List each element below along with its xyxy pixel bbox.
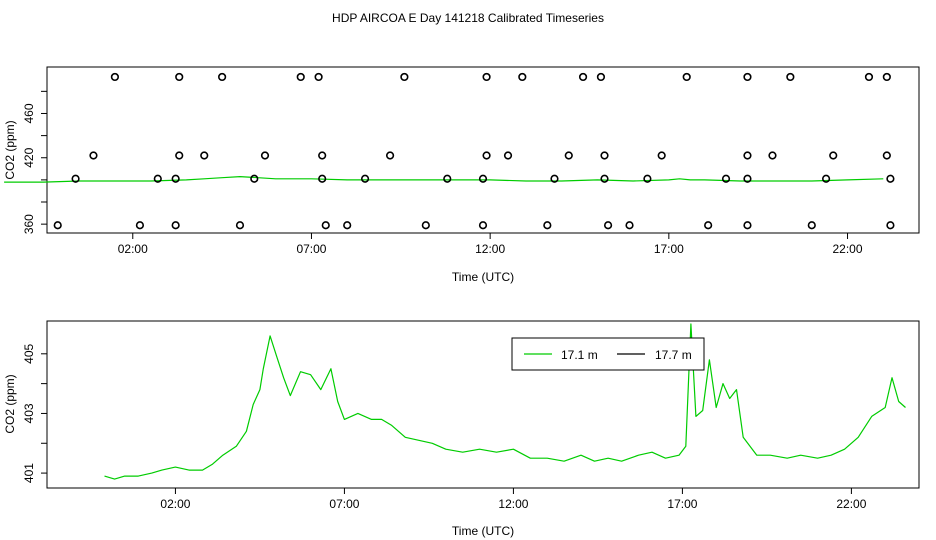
x-tick-label: 02:00 (118, 242, 148, 256)
data-point (768, 151, 777, 160)
data-point (385, 151, 395, 160)
data-point (89, 151, 98, 160)
legend-box (511, 337, 705, 371)
data-point (478, 174, 488, 183)
data-point (743, 72, 752, 82)
data-point (318, 174, 327, 183)
x-tick-label: 12:00 (498, 497, 528, 511)
x-tick-label: 17:00 (667, 497, 697, 511)
data-point (318, 151, 327, 160)
data-point (153, 174, 162, 183)
data-point (482, 151, 491, 160)
data-point (343, 221, 352, 230)
data-point (171, 221, 180, 230)
data-point (400, 72, 409, 82)
data-point (260, 151, 270, 160)
series-line (104, 323, 906, 480)
data-point (600, 151, 609, 160)
y-tick-label: 401 (22, 463, 36, 483)
data-point (175, 151, 184, 160)
top-ylabel: CO2 (ppm) (3, 120, 17, 179)
data-point (886, 174, 895, 183)
data-point (643, 174, 652, 183)
data-point (175, 72, 184, 82)
data-point (321, 221, 330, 230)
bottom-plot-frame (46, 320, 920, 489)
top-points (53, 72, 895, 230)
data-point (600, 174, 609, 183)
data-point (625, 221, 634, 230)
data-point (443, 174, 452, 183)
data-point (704, 221, 713, 230)
top-panel: 02:00 07:00 12:00 17:00 22:00 360 420 460 Time … (3, 66, 920, 284)
x-tick-label: 12:00 (475, 242, 505, 256)
data-point (864, 72, 874, 82)
data-point (882, 72, 891, 82)
data-point (503, 151, 513, 160)
x-tick-label: 07:00 (329, 497, 359, 511)
data-point (550, 174, 559, 183)
data-point (110, 72, 120, 82)
data-point (578, 72, 588, 82)
x-tick-label: 17:00 (654, 242, 684, 256)
data-point (596, 72, 606, 82)
data-point (421, 221, 430, 230)
bottom-ylabel: CO2 (ppm) (3, 374, 17, 433)
legend-label-17-1m: 17.1 m (561, 348, 598, 362)
data-point (482, 72, 491, 82)
top-axes: 02:00 07:00 12:00 17:00 22:00 360 420 460 (22, 90, 863, 256)
data-point (296, 72, 305, 82)
data-point (682, 72, 691, 82)
x-tick-label: 22:00 (836, 497, 866, 511)
data-point (53, 221, 62, 230)
y-tick-label: 403 (22, 403, 36, 423)
data-point (882, 151, 891, 160)
bottom-series (104, 323, 906, 480)
bottom-panel: 02:00 07:00 12:00 17:00 22:00 401 403 405 Time … (3, 320, 920, 538)
data-point (821, 174, 831, 183)
data-point (71, 174, 80, 183)
data-point (478, 221, 488, 230)
bottom-xlabel: Time (UTC) (452, 524, 514, 538)
y-tick-label: 360 (22, 214, 36, 234)
top-plot-frame (46, 66, 920, 234)
x-tick-label: 02:00 (160, 497, 190, 511)
data-point (314, 72, 323, 82)
top-series (4, 176, 884, 183)
y-tick-label: 420 (22, 147, 36, 167)
data-point (829, 151, 838, 160)
data-point (218, 72, 227, 82)
y-tick-label: 405 (22, 343, 36, 363)
data-point (171, 174, 180, 183)
top-xlabel: Time (UTC) (452, 270, 514, 284)
x-tick-label: 07:00 (296, 242, 326, 256)
data-point (657, 151, 666, 160)
data-point (360, 174, 370, 183)
data-point (518, 72, 527, 82)
data-point (250, 174, 259, 183)
series-line (4, 176, 884, 183)
x-tick-label: 22:00 (833, 242, 863, 256)
data-point (564, 151, 573, 160)
data-point (886, 221, 895, 230)
data-point (135, 221, 145, 230)
data-point (200, 151, 209, 160)
data-point (603, 221, 613, 230)
bottom-axes: 02:00 07:00 12:00 17:00 22:00 401 403 405 (22, 343, 867, 511)
legend-label-17-7m: 17.7 m (655, 348, 692, 362)
data-point (543, 221, 552, 230)
y-tick-label: 460 (22, 103, 36, 123)
data-point (786, 72, 795, 82)
data-point (807, 221, 816, 230)
data-point (743, 151, 752, 160)
data-point (721, 174, 731, 183)
data-point (743, 221, 752, 230)
data-point (743, 174, 752, 183)
chart-title: HDP AIRCOA E Day 141218 Calibrated Times… (332, 11, 604, 25)
data-point (235, 221, 245, 230)
legend: 17.1 m 17.7 m (511, 337, 705, 371)
